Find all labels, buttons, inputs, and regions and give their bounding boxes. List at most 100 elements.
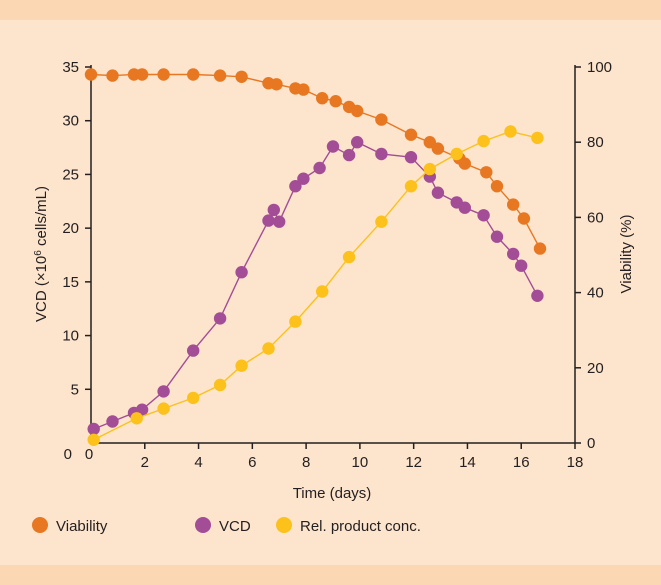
data-point [235,70,248,84]
left-y-axis-title-unit: cells/mL) [33,186,50,250]
data-point [477,209,490,222]
left-y-tick-label: 20 [62,220,79,237]
right-y-axis-title: Viability (%) [618,215,635,294]
data-point [458,201,471,214]
data-point [375,215,388,228]
data-point [351,104,364,118]
data-point [480,166,493,179]
data-point [342,148,356,162]
legend: Viability VCD Rel. product conc. [32,517,421,535]
data-point [375,113,388,126]
data-point [289,180,302,193]
series-rel-product-conc [87,125,544,446]
data-point [351,136,364,149]
series-line [90,73,541,249]
legend-marker-viability [32,517,48,533]
series-viability [84,68,547,255]
x-tick-label: 8 [302,454,310,471]
data-point [517,212,531,225]
bottom-band [0,565,661,585]
data-point [490,180,504,193]
legend-label-product: Rel. product conc. [300,518,421,535]
left-y-tick-label: 30 [62,113,79,130]
data-point [316,92,329,105]
data-point [404,128,418,141]
data-point [450,147,463,161]
data-point [267,203,280,217]
right-y-tick-label: 40 [587,285,604,302]
left-y-axis-title: VCD (×106 cells/mL) [33,186,51,322]
data-point [477,134,490,148]
series-vcd [87,136,544,436]
data-point [507,198,520,211]
data-point [431,142,445,155]
data-point [329,95,342,108]
data-point [135,68,149,81]
data-point [313,161,326,175]
data-point [84,68,98,81]
data-point [504,125,517,138]
data-point [262,214,275,227]
legend-marker-product [276,517,292,533]
data-point [213,312,227,325]
data-point [404,151,418,164]
data-point [157,402,170,415]
data-point [106,69,119,82]
left-y-tick-label: 0 [64,446,72,463]
left-y-tick-label: 25 [62,166,79,183]
data-point [342,250,356,264]
top-band [0,0,661,20]
right-y-tick-label: 20 [587,360,604,377]
legend-label-vcd: VCD [219,518,251,535]
data-point [187,344,200,357]
data-point [157,68,170,81]
data-point [273,215,286,228]
x-tick-label: 10 [352,454,369,471]
x-tick-label: 4 [194,454,202,471]
x-tick-label: 2 [141,454,149,471]
data-point [235,359,248,372]
data-point [297,83,310,96]
right-y-tick-label: 80 [587,134,604,151]
x-tick-label: 12 [405,454,422,471]
left-y-axis-title-exponent: 6 [33,250,44,256]
data-point [515,259,528,272]
data-point [87,433,100,446]
x-axis-title: Time (days) [293,485,372,502]
data-point [375,147,388,161]
data-point [404,180,418,193]
data-point [297,172,310,185]
data-point [87,422,100,436]
data-point [106,415,119,428]
data-point [130,412,143,425]
series-line [93,141,539,430]
data-point [533,242,547,255]
data-point [458,157,471,170]
data-point [316,285,329,298]
left-y-tick-label: 5 [71,381,79,398]
x-origin-label: 0 [85,446,93,463]
legend-marker-vcd [195,517,211,533]
data-point [235,266,248,279]
data-point [213,69,227,82]
data-point [262,342,275,355]
left-y-axis-title-main: VCD (×10 [33,256,50,322]
chart-axes [90,65,576,444]
left-y-tick-label: 35 [62,59,79,76]
data-point [213,378,227,392]
data-point [531,289,544,302]
axis-ticks: 2 4 6 8 10 12 14 16 1800510152025303502040608010… [62,59,612,471]
data-point [531,131,544,145]
data-point [289,315,302,328]
right-y-tick-label: 0 [587,435,595,452]
x-tick-label: 6 [248,454,256,471]
data-point [423,162,436,176]
right-y-tick-label: 100 [587,59,612,76]
data-point [507,247,520,261]
right-y-tick-label: 60 [587,209,604,226]
x-tick-label: 18 [567,454,584,471]
legend-label-viability: Viability [56,518,108,535]
series-layer [84,68,547,446]
